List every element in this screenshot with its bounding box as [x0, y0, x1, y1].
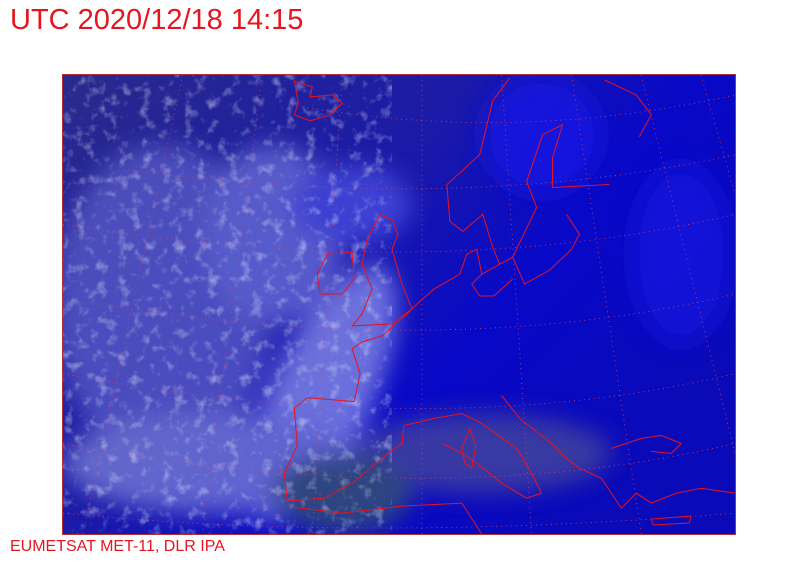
coastline-great-britain [351, 213, 413, 327]
coastline-denmark-germany [406, 248, 513, 315]
coastline-finland-russia [512, 79, 652, 285]
coastline-corsica-sardinia [461, 427, 477, 470]
coastline-italy [433, 395, 580, 499]
coastline-iberia [283, 397, 435, 502]
coastline-iceland [293, 80, 343, 122]
coastline-crete [650, 515, 692, 526]
coastline-north-africa [292, 502, 483, 534]
cloud-texture [63, 75, 393, 534]
lat-lon-grid [63, 75, 735, 534]
coastline-ireland [316, 251, 355, 295]
coastlines [283, 77, 735, 534]
timestamp-title: UTC 2020/12/18 14:15 [10, 4, 304, 36]
coastline-france-west [351, 313, 408, 402]
image-credit: EUMETSAT MET-11, DLR IPA [10, 538, 225, 555]
coastline-balkans-greece [579, 434, 735, 509]
satellite-image [62, 74, 736, 535]
